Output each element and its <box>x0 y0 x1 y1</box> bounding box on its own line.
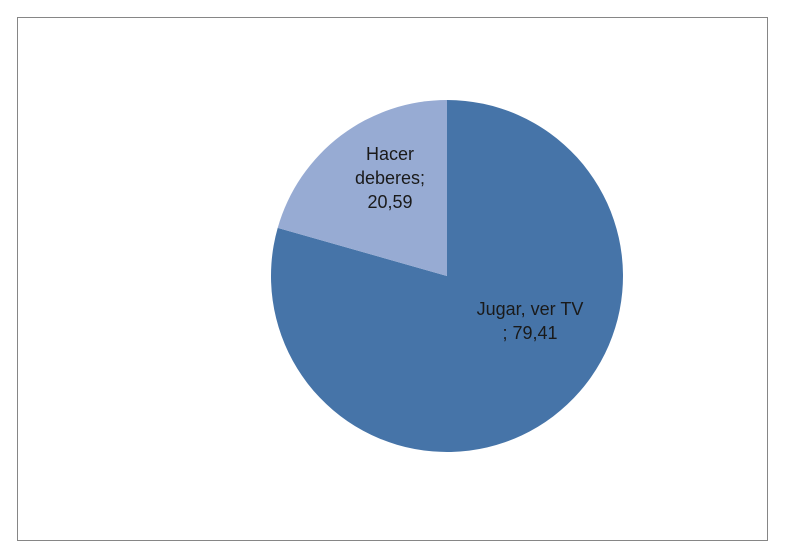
data-label-line: Hacer <box>366 144 414 164</box>
data-label-line: ; 79,41 <box>502 323 557 343</box>
pie-slice-jugar-ver-tv <box>270 100 623 452</box>
data-label-jugar-ver-tv: Jugar, ver TV ; 79,41 <box>477 299 584 343</box>
pie-slice-hacer-deberes <box>277 100 447 276</box>
pie-chart: Jugar, ver TV ; 79,41 Hacer deberes; 20,59 <box>270 100 623 452</box>
data-label-line: 20,59 <box>367 192 412 212</box>
data-label-line: deberes; <box>355 168 425 188</box>
data-label-hacer-deberes: Hacer deberes; 20,59 <box>355 144 425 212</box>
chart-area: Jugar, ver TV ; 79,41 Hacer deberes; 20,59 <box>17 17 768 541</box>
data-label-line: Jugar, ver TV <box>477 299 584 319</box>
